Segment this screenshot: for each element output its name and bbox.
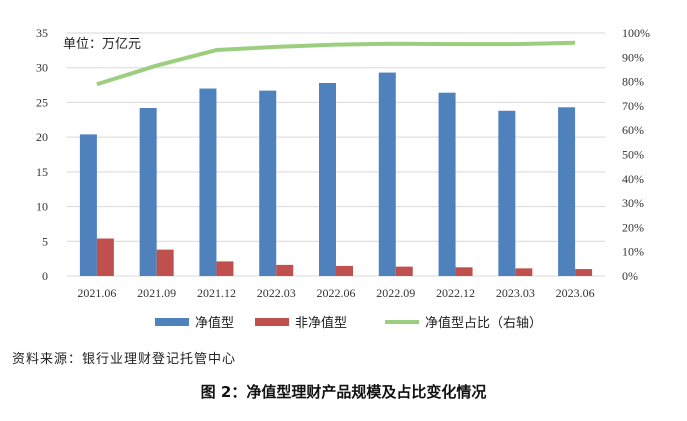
- bar-net-value: [259, 90, 277, 276]
- y2-tick-label: 40%: [622, 172, 644, 186]
- y2-tick-label: 50%: [622, 148, 644, 162]
- y-tick-label: 5: [42, 234, 48, 248]
- x-tick-label: 2021.06: [77, 286, 116, 300]
- y2-tick-label: 100%: [622, 26, 650, 40]
- x-tick-label: 2022.09: [376, 286, 415, 300]
- y-tick-label: 30: [36, 61, 48, 75]
- bar-net-value: [498, 110, 516, 276]
- x-tick-label: 2022.12: [436, 286, 475, 300]
- legend-label: 净值型: [195, 315, 234, 331]
- y2-tick-label: 0%: [622, 269, 638, 283]
- x-tick-label: 2022.03: [257, 286, 296, 300]
- bar-non-net-value: [336, 265, 353, 276]
- y-tick-label: 35: [36, 26, 48, 40]
- y2-tick-label: 60%: [622, 123, 644, 137]
- x-tick-label: 2023.06: [556, 286, 595, 300]
- legend-swatch: [155, 318, 189, 326]
- legend-label: 非净值型: [295, 315, 347, 331]
- y2-tick-label: 10%: [622, 245, 644, 259]
- source-note: 资料来源：银行业理财登记托管中心: [12, 352, 237, 367]
- bar-net-value: [558, 107, 576, 276]
- bar-non-net-value: [515, 268, 533, 276]
- y2-tick-label: 30%: [622, 196, 644, 210]
- y2-tick-label: 20%: [622, 220, 644, 234]
- legend-label: 净值型占比（右轴）: [425, 315, 542, 331]
- y-tick-label: 15: [36, 165, 48, 179]
- y-tick-label: 0: [42, 269, 48, 283]
- bar-non-net-value: [395, 266, 413, 276]
- y-tick-label: 25: [36, 95, 48, 109]
- y2-tick-label: 90%: [622, 50, 644, 64]
- bar-non-net-value: [216, 261, 234, 276]
- series-line-ratio: [96, 40, 576, 87]
- bar-non-net-value: [575, 269, 593, 276]
- bar-net-value: [79, 134, 97, 276]
- y-tick-label: 10: [36, 200, 48, 214]
- bar-non-net-value: [96, 238, 114, 276]
- x-tick-label: 2021.12: [197, 286, 236, 300]
- y-tick-label: 20: [36, 130, 48, 144]
- figure-caption: 图 2：净值型理财产品规模及占比变化情况: [200, 383, 487, 401]
- bar-net-value: [139, 107, 157, 277]
- bar-net-value: [438, 92, 456, 276]
- y2-tick-label: 70%: [622, 99, 644, 113]
- bar-net-value: [319, 82, 336, 276]
- legend-swatch: [255, 318, 289, 326]
- bar-non-net-value: [156, 249, 174, 276]
- chart: 0 5 10 15 20 25 30 35 0% 10% 20% 30% 40% 50% 60% 70% 80%…: [36, 26, 650, 331]
- bar-net-value: [199, 88, 217, 277]
- x-tick-label: 2022.06: [317, 286, 356, 300]
- bar-non-net-value: [455, 267, 473, 276]
- bar-net-value: [378, 72, 396, 277]
- y2-tick-label: 80%: [622, 75, 644, 89]
- bar-non-net-value: [276, 264, 294, 276]
- unit-label: 单位：万亿元: [63, 37, 141, 52]
- x-tick-label: 2021.09: [137, 286, 176, 300]
- x-tick-label: 2023.03: [496, 286, 535, 300]
